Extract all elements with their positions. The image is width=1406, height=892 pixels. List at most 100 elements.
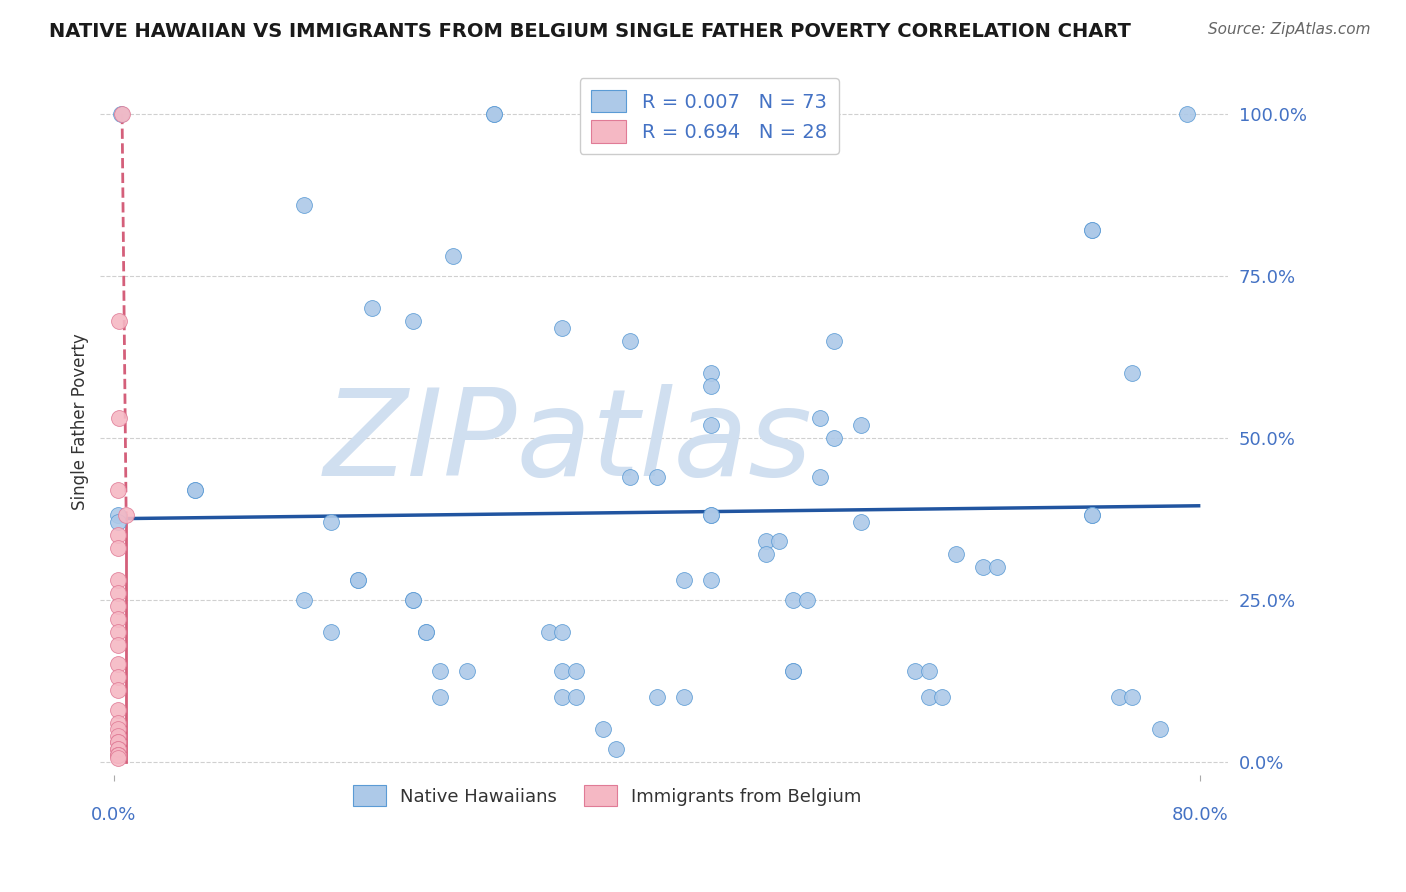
Point bbox=[782, 664, 804, 678]
Point bbox=[849, 417, 872, 432]
Point bbox=[1121, 366, 1143, 380]
Point bbox=[564, 690, 586, 704]
Point bbox=[107, 508, 129, 523]
Text: 0.0%: 0.0% bbox=[91, 806, 136, 824]
Point bbox=[918, 664, 941, 678]
Point bbox=[700, 508, 723, 523]
Point bbox=[1080, 223, 1102, 237]
Point bbox=[107, 715, 129, 730]
Point bbox=[931, 690, 953, 704]
Point bbox=[645, 469, 668, 483]
Point bbox=[402, 592, 425, 607]
Point bbox=[292, 197, 315, 211]
Point bbox=[107, 723, 129, 737]
Text: ZIPatlas: ZIPatlas bbox=[323, 384, 813, 501]
Point bbox=[415, 625, 437, 640]
Point bbox=[107, 638, 129, 652]
Point bbox=[808, 469, 831, 483]
Point bbox=[107, 729, 129, 743]
Point bbox=[551, 690, 574, 704]
Point bbox=[292, 592, 315, 607]
Point bbox=[755, 534, 778, 549]
Point bbox=[361, 301, 384, 316]
Point bbox=[347, 573, 370, 587]
Point bbox=[972, 560, 994, 574]
Point bbox=[619, 334, 641, 348]
Point bbox=[551, 664, 574, 678]
Point bbox=[673, 690, 696, 704]
Point bbox=[415, 625, 437, 640]
Point bbox=[107, 735, 129, 749]
Point bbox=[1080, 508, 1102, 523]
Point bbox=[700, 508, 723, 523]
Point bbox=[945, 547, 967, 561]
Point bbox=[700, 366, 723, 380]
Point bbox=[107, 741, 129, 756]
Point bbox=[107, 573, 129, 587]
Point bbox=[755, 547, 778, 561]
Point bbox=[673, 573, 696, 587]
Legend: Native Hawaiians, Immigrants from Belgium: Native Hawaiians, Immigrants from Belgiu… bbox=[344, 776, 870, 815]
Point bbox=[700, 573, 723, 587]
Point bbox=[107, 703, 129, 717]
Point bbox=[700, 417, 723, 432]
Point bbox=[904, 664, 927, 678]
Point bbox=[1175, 107, 1198, 121]
Point bbox=[402, 314, 425, 328]
Point bbox=[107, 748, 129, 763]
Point bbox=[823, 431, 845, 445]
Point bbox=[107, 741, 129, 756]
Point bbox=[115, 508, 138, 523]
Point bbox=[443, 249, 465, 263]
Point bbox=[823, 334, 845, 348]
Point bbox=[551, 320, 574, 334]
Point bbox=[321, 515, 343, 529]
Text: Source: ZipAtlas.com: Source: ZipAtlas.com bbox=[1208, 22, 1371, 37]
Point bbox=[107, 515, 129, 529]
Point bbox=[551, 625, 574, 640]
Point bbox=[849, 515, 872, 529]
Text: NATIVE HAWAIIAN VS IMMIGRANTS FROM BELGIUM SINGLE FATHER POVERTY CORRELATION CHA: NATIVE HAWAIIAN VS IMMIGRANTS FROM BELGI… bbox=[49, 22, 1130, 41]
Point bbox=[605, 741, 627, 756]
Point bbox=[796, 592, 818, 607]
Point bbox=[1121, 690, 1143, 704]
Point bbox=[107, 735, 129, 749]
Point bbox=[918, 690, 941, 704]
Point bbox=[184, 483, 207, 497]
Point bbox=[592, 723, 614, 737]
Point bbox=[321, 625, 343, 640]
Point bbox=[107, 541, 129, 555]
Point bbox=[782, 592, 804, 607]
Point bbox=[107, 612, 129, 626]
Point bbox=[107, 483, 129, 497]
Point bbox=[986, 560, 1008, 574]
Point bbox=[107, 625, 129, 640]
Point bbox=[782, 664, 804, 678]
Point bbox=[537, 625, 560, 640]
Point bbox=[107, 670, 129, 684]
Point bbox=[107, 748, 129, 763]
Point bbox=[564, 664, 586, 678]
Point bbox=[1108, 690, 1130, 704]
Point bbox=[482, 107, 505, 121]
Point bbox=[110, 107, 132, 121]
Point bbox=[1149, 723, 1171, 737]
Point bbox=[108, 411, 131, 425]
Point bbox=[808, 411, 831, 425]
Y-axis label: Single Father Poverty: Single Father Poverty bbox=[72, 334, 89, 510]
Point bbox=[1080, 508, 1102, 523]
Point bbox=[107, 528, 129, 542]
Point bbox=[111, 107, 134, 121]
Point bbox=[107, 586, 129, 600]
Point bbox=[645, 690, 668, 704]
Point bbox=[107, 683, 129, 698]
Point bbox=[108, 314, 131, 328]
Point bbox=[402, 592, 425, 607]
Point bbox=[429, 690, 451, 704]
Point bbox=[107, 751, 129, 765]
Point bbox=[107, 599, 129, 614]
Point bbox=[184, 483, 207, 497]
Point bbox=[768, 534, 790, 549]
Point bbox=[429, 664, 451, 678]
Point bbox=[1080, 223, 1102, 237]
